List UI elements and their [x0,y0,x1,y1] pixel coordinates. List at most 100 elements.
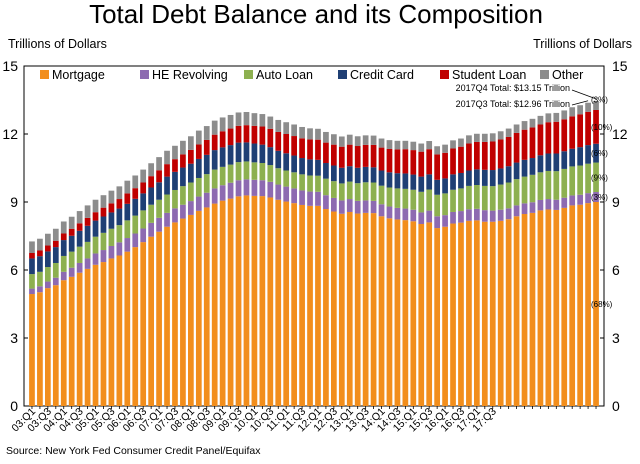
bar-segment-he-revolving [29,288,35,295]
bar-segment-credit-card [521,159,528,177]
bar-segment-auto-loan [188,182,194,202]
bar-segment-auto-loan [593,162,599,193]
bar-segment-he-revolving [370,200,377,214]
bar-segment-mortgage [172,222,178,406]
bar-segment-mortgage [402,220,409,406]
bar-segment-other [227,114,234,129]
series-share-labels: (3%) (10%) (6%) (9%) (3%) (68%) [591,95,613,309]
bar-segment-auto-loan [569,166,576,196]
bar-segment-auto-loan [29,274,35,289]
bar-segment-other [426,141,433,150]
legend-swatch [440,70,449,79]
bar-segment-he-revolving [323,195,329,210]
bar-segment-other [275,119,282,132]
bar-segment-auto-loan [442,193,448,216]
bar-segment-auto-loan [132,215,139,234]
bar-segment-credit-card [442,178,448,194]
y-tick-label-left: 9 [10,194,18,210]
bar-segment-auto-loan [434,194,440,217]
bar-segment-he-revolving [394,207,401,220]
bar-segment-other [474,133,480,142]
bar-segment-student-loan [299,138,305,159]
bar-segment-mortgage [92,264,99,406]
bar-segment-he-revolving [124,238,131,252]
bar-segment-he-revolving [148,222,154,237]
y-tick-label-left: 6 [10,262,18,278]
bar-segment-credit-card [513,162,520,180]
bar-segment-student-loan [474,141,480,170]
bar-segment-auto-loan [76,246,83,263]
bar-segment-mortgage [497,220,504,406]
bar-segment-other [29,241,35,253]
bar-segment-he-revolving [545,199,552,210]
bar-segment-other [45,233,51,246]
bar-segment-student-loan [481,141,488,170]
bar-segment-auto-loan [52,262,59,278]
bar-segment-he-revolving [593,192,599,202]
bar-segment-student-loan [148,176,154,188]
bar-segment-auto-loan [577,165,583,195]
bar-segment-student-loan [267,128,274,148]
bar-segment-student-loan [394,149,401,174]
bar-segment-auto-loan [585,163,591,194]
bar-segment-he-revolving [577,194,583,205]
bar-segment-other [148,163,154,177]
bar-segment-credit-card [593,143,599,163]
bar-segment-credit-card [76,230,83,247]
bar-segment-auto-loan [529,174,536,203]
bar-segment-other [545,113,552,123]
bar-segment-student-loan [577,114,583,148]
bar-segment-he-revolving [188,201,194,215]
legend-label: HE Revolving [152,68,228,82]
bar-segment-other [434,146,440,155]
bar-segment-mortgage [283,201,290,406]
bar-segment-other [569,107,576,117]
annotation-2017q3-total: 2017Q3 Total: $12.96 Trillion [456,99,570,109]
y-axis-label-right: Trillions of Dollars [533,37,632,51]
legend-swatch [140,70,149,79]
bar-segment-auto-loan [180,186,186,205]
y-tick-label-right: 6 [612,262,620,278]
bar-segment-mortgage [132,247,139,406]
bar-segment-student-loan [402,149,409,174]
bar-segment-mortgage [235,196,242,406]
bar-segment-student-loan [331,144,337,166]
bar-segment-student-loan [458,146,464,173]
bar-segment-student-loan [489,141,496,171]
bar-segment-he-revolving [442,215,448,227]
bar-segment-mortgage [164,226,170,406]
bar-segment-mortgage [561,207,568,406]
bar-segment-auto-loan [354,183,361,201]
bar-segment-other [521,121,528,130]
bar-segment-credit-card [219,147,226,167]
bar-segment-student-loan [60,233,67,241]
bar-segment-auto-loan [545,170,552,200]
bar-segment-other [132,175,139,189]
share-label: (10%) [591,123,613,132]
bar-segment-mortgage [156,231,162,406]
legend-swatch [244,70,253,79]
legend-label: Student Loan [452,68,526,82]
bar-segment-auto-loan [291,172,297,189]
bar-segment-student-loan [338,146,345,168]
bar-segment-student-loan [553,121,560,154]
bar-segment-student-loan [132,188,139,199]
bar-segment-credit-card [195,158,202,178]
bar-segment-auto-loan [148,204,154,223]
bar-segment-other [442,144,448,153]
bar-segment-he-revolving [418,212,425,224]
bar-segment-he-revolving [466,209,472,221]
y-tick-label-left: 3 [10,330,18,346]
bar-segment-credit-card [243,142,250,162]
bar-segment-he-revolving [354,200,361,214]
bar-segment-mortgage [331,211,337,406]
bar-segment-credit-card [354,167,361,184]
bar-segment-he-revolving [243,179,250,196]
bar-segment-other [307,128,313,140]
bar-segment-auto-loan [402,188,409,209]
bar-segment-mortgage [259,196,266,406]
bar-segment-he-revolving [235,180,242,197]
bar-segment-other [331,134,337,145]
bar-segment-credit-card [52,247,59,263]
bar-segment-he-revolving [37,286,43,293]
